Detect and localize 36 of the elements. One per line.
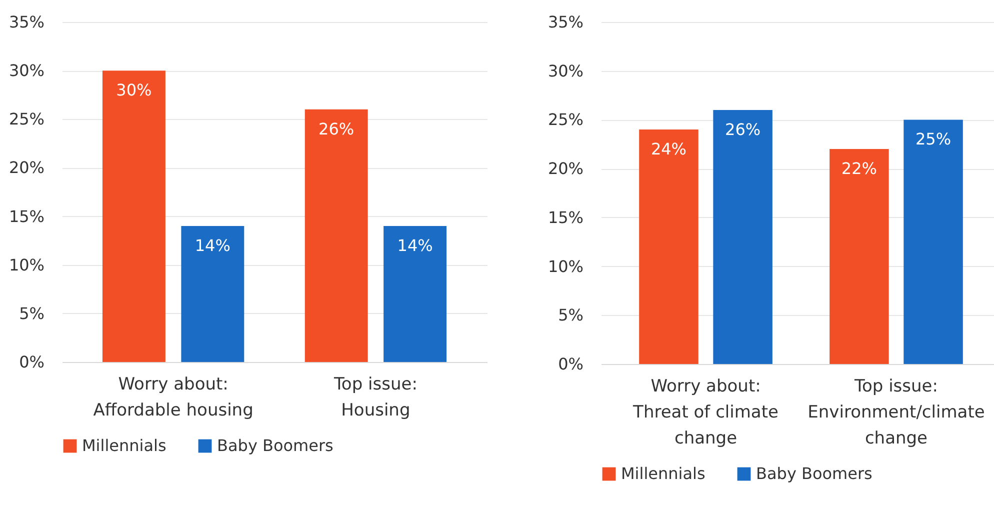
- legend-label: Baby Boomers: [217, 436, 334, 455]
- y-tick-label: 25%: [548, 110, 584, 130]
- y-tick-label: 10%: [8, 255, 44, 274]
- y-tick-label: 0%: [558, 354, 584, 374]
- legend-label: Millennials: [621, 464, 706, 483]
- data-label: 30%: [116, 80, 152, 100]
- y-tick-label: 30%: [548, 61, 584, 80]
- y-tick-label: 0%: [19, 352, 44, 372]
- y-tick-label: 5%: [558, 306, 584, 325]
- data-label: 26%: [318, 119, 354, 138]
- bar: [102, 70, 166, 362]
- data-label: 22%: [841, 159, 877, 178]
- legend-label: Millennials: [82, 436, 166, 455]
- data-label: 26%: [725, 120, 761, 139]
- y-tick-label: 25%: [8, 110, 44, 129]
- x-tick-label: Worry about: Threat of climate change: [632, 376, 778, 448]
- y-tick-label: 5%: [19, 304, 44, 323]
- x-tick-label: Worry about: Affordable housing: [93, 374, 254, 420]
- y-tick-label: 20%: [548, 159, 584, 178]
- y-tick-label: 10%: [548, 256, 584, 276]
- y-tick-label: 35%: [8, 12, 44, 32]
- bar: [304, 109, 368, 362]
- bar: [384, 226, 447, 362]
- data-label: 14%: [194, 236, 230, 255]
- y-tick-label: 20%: [8, 158, 44, 178]
- y-tick-label: 35%: [548, 12, 584, 32]
- x-tick-label: Top issue: Environment/climate change: [808, 376, 985, 448]
- x-tick-label: Top issue: Housing: [332, 374, 418, 420]
- y-tick-label: 15%: [548, 208, 584, 227]
- bar: [181, 226, 244, 362]
- data-label: 24%: [650, 139, 687, 158]
- legend-label: Baby Boomers: [756, 464, 872, 483]
- data-label: 14%: [397, 236, 433, 255]
- y-tick-label: 15%: [8, 206, 44, 226]
- y-tick-label: 30%: [8, 61, 44, 80]
- data-label: 25%: [915, 130, 952, 149]
